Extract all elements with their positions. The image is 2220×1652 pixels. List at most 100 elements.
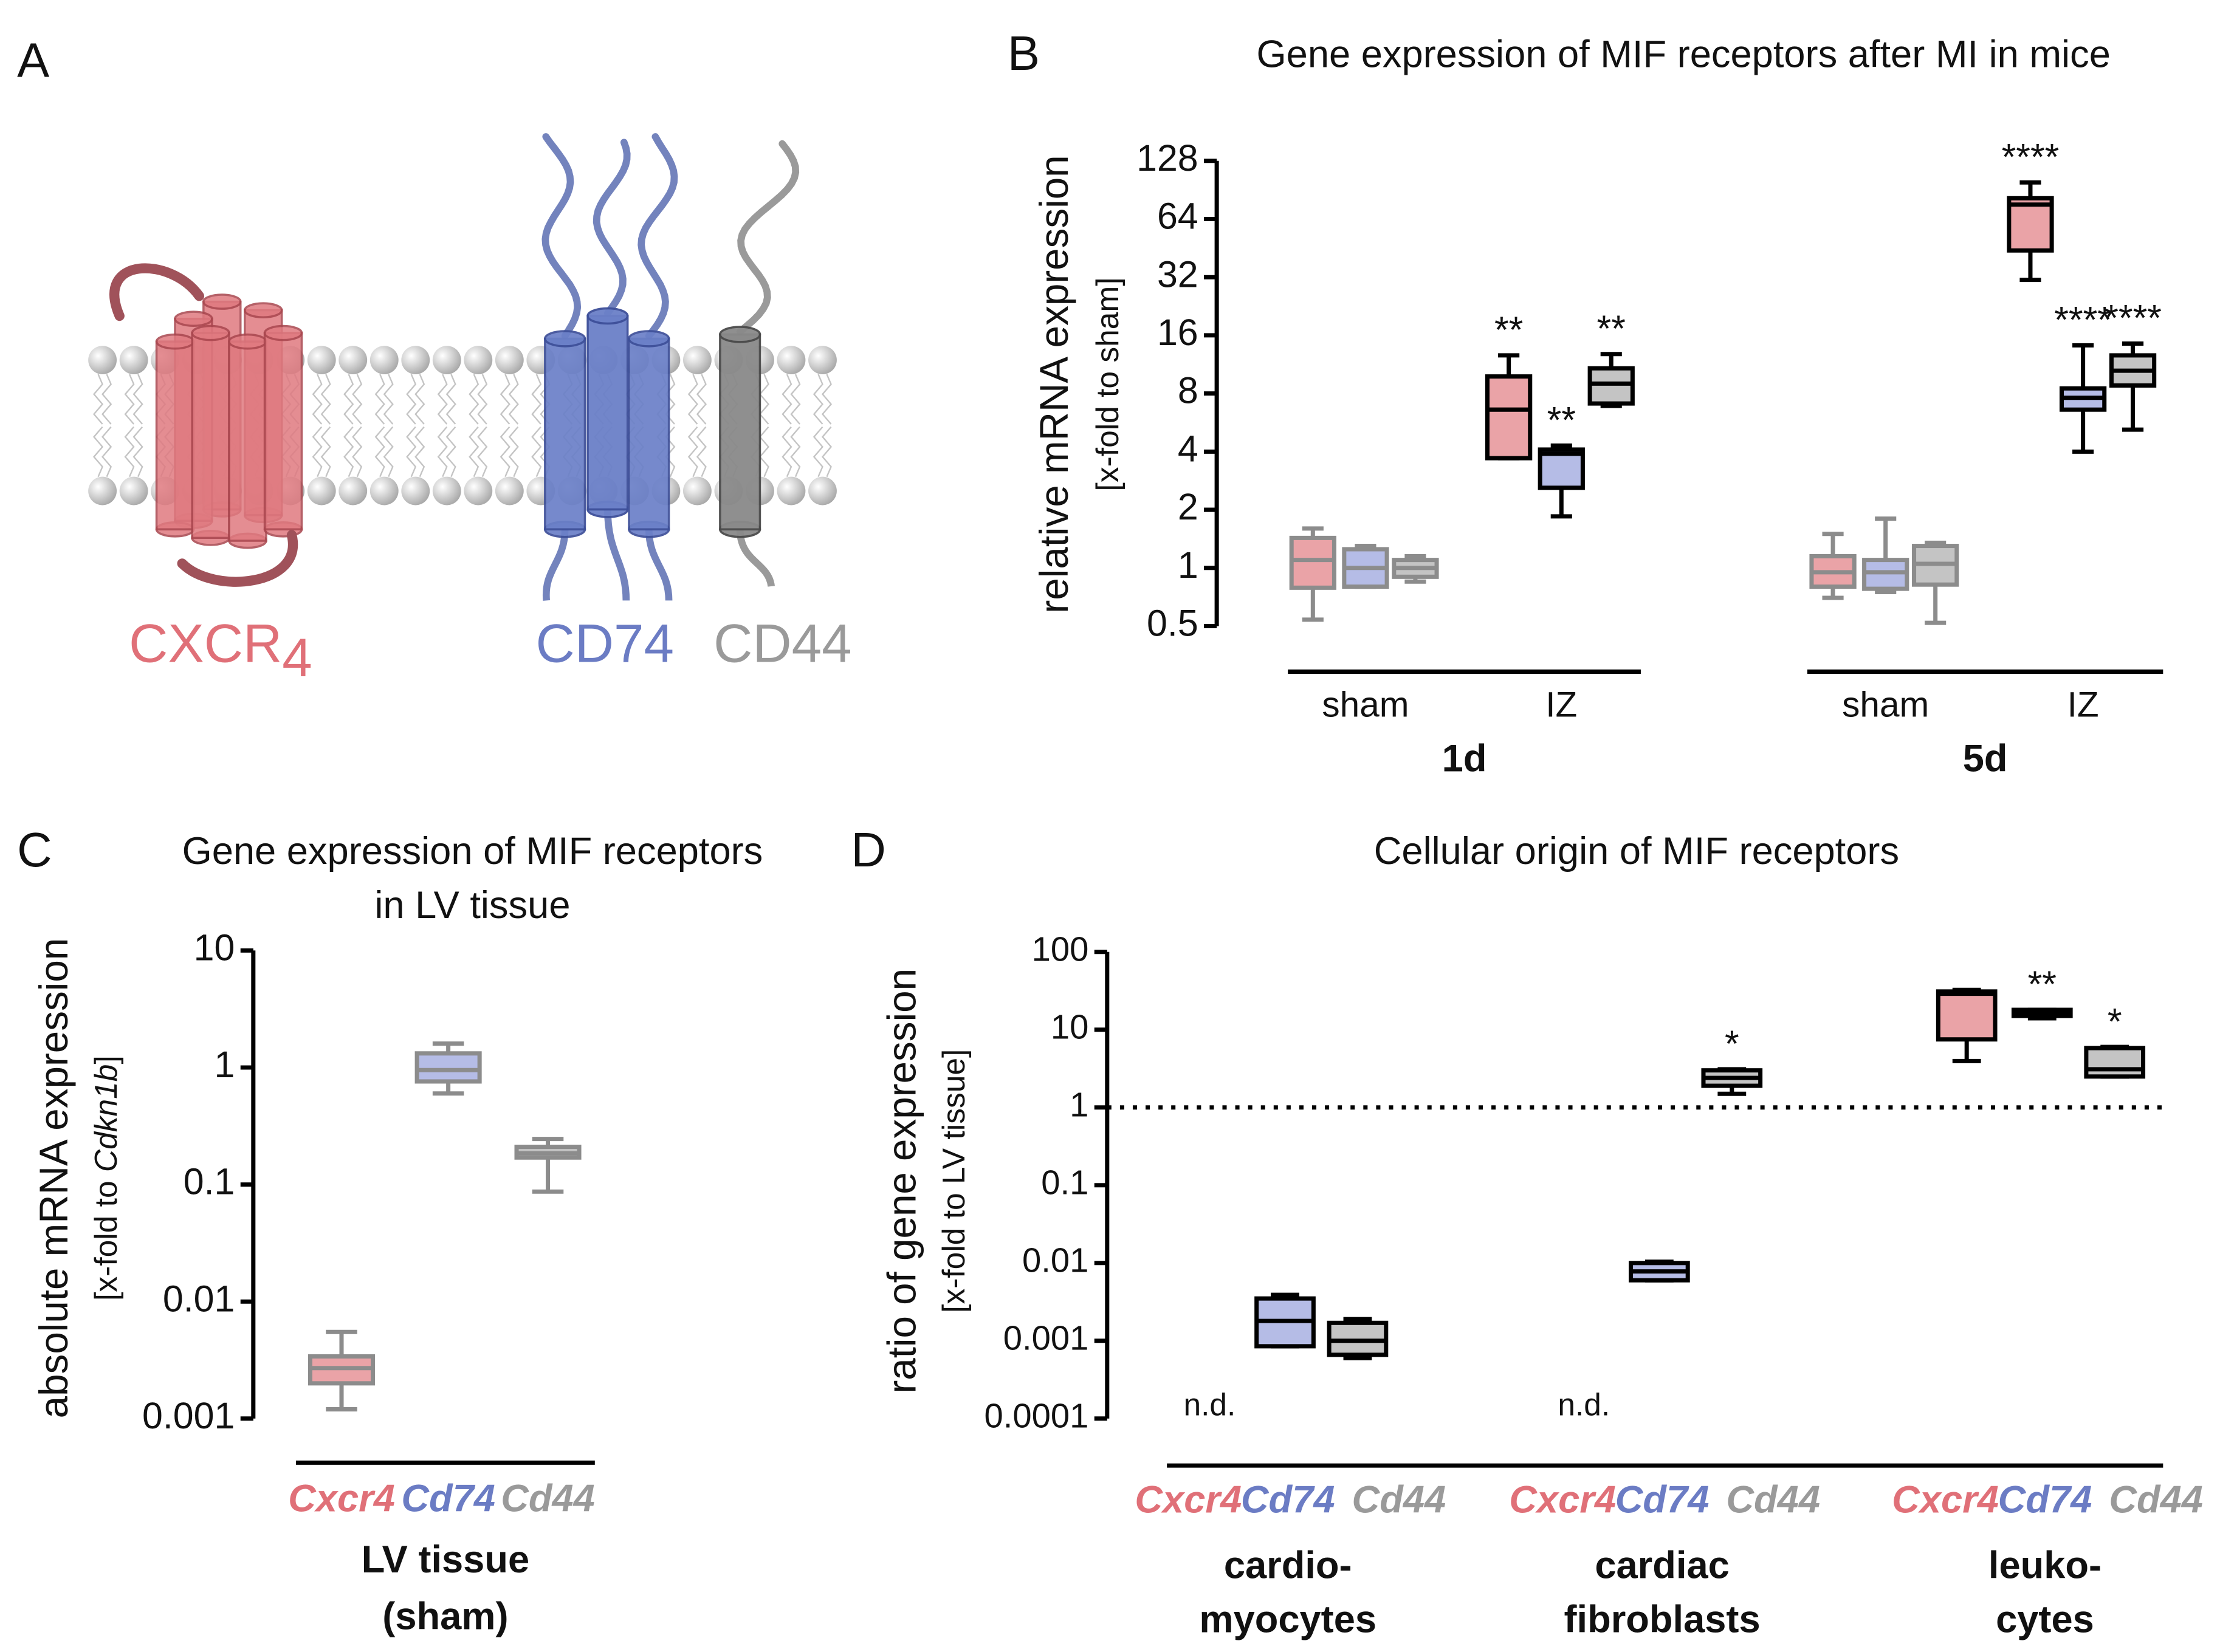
protein-chain (542, 529, 569, 601)
lipid-tail (696, 426, 707, 478)
lipid-head (495, 346, 524, 375)
x-tick-label: Cd44 (2109, 1479, 2203, 1521)
protein-chain (541, 133, 582, 340)
cylinder-top (586, 307, 629, 325)
group-label: cytes (1996, 1598, 2094, 1640)
lipid-tail (414, 426, 425, 478)
cylinder-top (202, 293, 242, 310)
y-tick-label: 100 (1032, 930, 1089, 968)
group-label: LV tissue (362, 1538, 529, 1581)
lipid-tail (101, 374, 112, 425)
x-tick-label: Cd74 (1241, 1479, 1335, 1521)
sublabel-part: ] (88, 1055, 123, 1064)
lipid-head (401, 476, 430, 506)
lipid-tail (687, 374, 698, 425)
box-annotation: * (2108, 1001, 2122, 1042)
lipid-tail (414, 374, 425, 425)
x-tick-label: Cd44 (1352, 1479, 1446, 1521)
lipid-tail (821, 374, 833, 425)
cylinder-body (155, 340, 195, 531)
lipid-head (432, 476, 461, 506)
lipid-tail (469, 426, 479, 478)
lipid-head (464, 346, 493, 375)
box (1289, 535, 1336, 590)
box-annotation: **** (2002, 136, 2060, 177)
lipid-tail (352, 426, 363, 478)
lipid-tail (406, 374, 417, 425)
cylinder-body (544, 337, 586, 531)
lipid-head (88, 476, 117, 506)
protein-loop (177, 530, 298, 587)
label-part: CD74 (535, 612, 673, 673)
x-tick-label: Cxcr4 (288, 1477, 395, 1520)
protein-chain (736, 140, 800, 335)
y-axis-sublabel: [x-fold to Cdkn1b] (88, 1055, 123, 1301)
lipid-tail (821, 426, 833, 478)
group-label: cardiac (1595, 1544, 1729, 1586)
protein-label: CD74 (535, 612, 673, 673)
y-tick-label: 2 (1178, 486, 1198, 527)
group-label: leuko- (1988, 1544, 2101, 1586)
protein-chain (604, 509, 630, 601)
panel-letter: A (17, 33, 49, 87)
y-tick-label: 32 (1157, 253, 1198, 295)
y-tick-label: 0.01 (1022, 1241, 1088, 1280)
lipid-tail (93, 426, 104, 478)
x-tick-label: Cxcr4 (1135, 1479, 1242, 1521)
lipid-tail (374, 374, 385, 425)
lipid-tail (508, 374, 519, 425)
box-annotation: **** (2054, 299, 2112, 340)
y-tick-label: 64 (1157, 196, 1198, 237)
y-tick-label: 0.1 (1041, 1164, 1088, 1202)
box (2007, 196, 2054, 253)
lipid-head (338, 476, 368, 506)
y-tick-label: 128 (1136, 137, 1198, 179)
lipid-head (369, 346, 399, 375)
y-tick-label: 4 (1178, 428, 1198, 469)
x-tick-label: Cd44 (501, 1477, 595, 1520)
lipid-tail (132, 374, 143, 425)
lipid-tail (531, 374, 542, 425)
label-part: CD44 (713, 612, 851, 673)
panel-letter: D (851, 823, 886, 877)
lipid-head (808, 476, 837, 506)
lipid-tail (782, 426, 792, 478)
lipid-head (88, 346, 117, 375)
lipid-tail (790, 374, 801, 425)
lipid-tail (477, 426, 488, 478)
lipid-tail (383, 374, 394, 425)
cylinder-body (191, 332, 230, 540)
x-tick-label: Cd74 (1615, 1479, 1710, 1521)
lipid-head (777, 346, 806, 375)
y-tick-label: 1 (215, 1044, 235, 1085)
lipid-tail (500, 426, 510, 478)
panel-letter: C (17, 823, 52, 877)
y-tick-label: 0.001 (1003, 1319, 1089, 1357)
lipid-tail (758, 374, 770, 425)
lipid-tail (374, 426, 385, 478)
box-annotation: ** (1547, 399, 1576, 440)
lipid-head (432, 346, 461, 375)
lipid-tail (312, 374, 323, 425)
protein-loop (109, 263, 205, 321)
x-tick-label: sham (1322, 685, 1409, 724)
lipid-tail (469, 374, 479, 425)
box (2084, 1046, 2146, 1079)
lipid-tail (696, 374, 707, 425)
group-label: (sham) (382, 1595, 508, 1638)
cylinder-top (628, 330, 670, 348)
cylinder-top (244, 302, 283, 318)
cylinder-body (228, 340, 267, 542)
protein-label: CXCR4 (129, 612, 312, 687)
box (1485, 374, 1533, 461)
protein-label: CD44 (713, 612, 851, 673)
lipid-tail (687, 426, 698, 478)
x-tick-label: Cxcr4 (1892, 1479, 1999, 1521)
lipid-head (119, 476, 148, 506)
x-tick-label: IZ (2067, 685, 2099, 724)
group-label: 5d (1963, 738, 2008, 780)
lipid-head (464, 476, 493, 506)
y-tick-label: 0.01 (163, 1278, 235, 1319)
y-tick-label: 10 (1051, 1008, 1089, 1046)
